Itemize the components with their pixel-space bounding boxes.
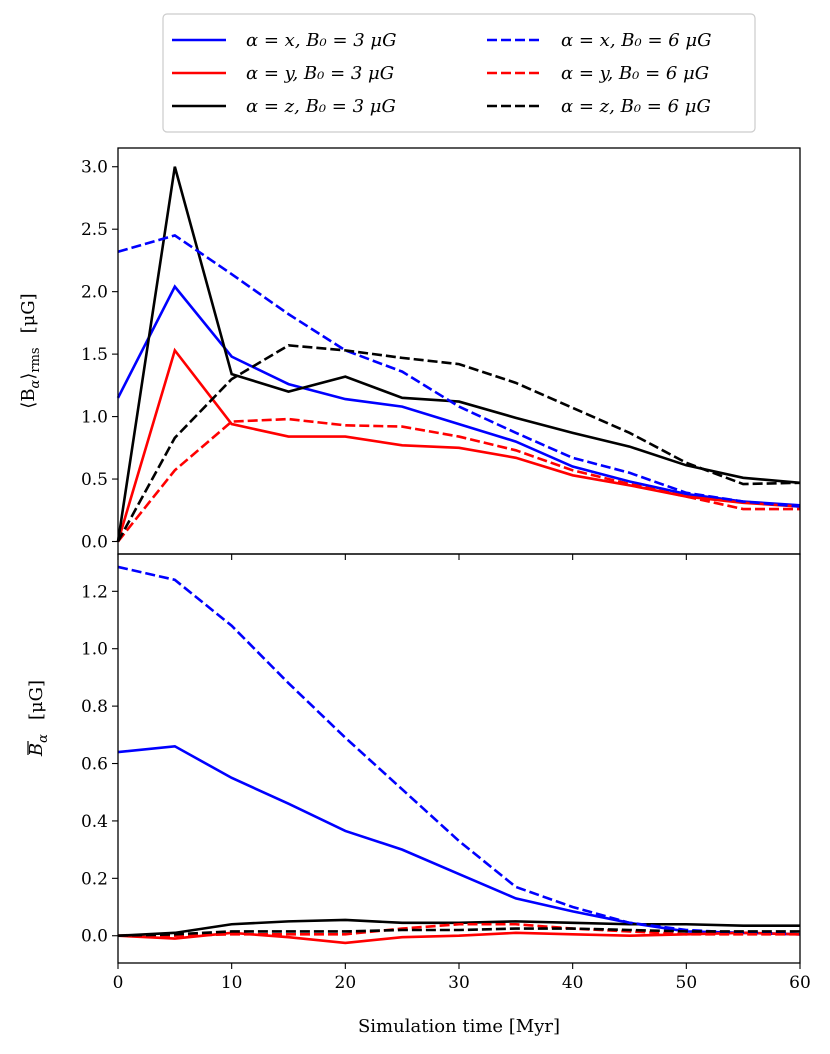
bottom-series-1-line <box>117 744 801 936</box>
legend: α = x, B₀ = 3 μG α = y, B₀ = 3 μG α = z, B… <box>162 13 756 133</box>
top-series-4-line <box>117 234 801 508</box>
bottom-x-ticks: 0 10 20 30 40 50 60 <box>113 963 811 993</box>
bottom-series-3-line <box>117 918 800 938</box>
top-panel: 0.0 0.5 1.0 1.5 2.0 2.5 3.0 ⟨Bα⟩rms[μG] <box>18 147 801 560</box>
top-y-tick-label: 2.0 <box>81 283 108 303</box>
legend-label-2: α = y, B₀ = 3 μG <box>246 63 394 84</box>
top-y-tick-label: 2.5 <box>81 220 108 240</box>
bottom-panel: 0.0 0.2 0.4 0.6 0.8 1.0 1.2 0 10 20 30 40 50 60 Bα[μ… <box>26 553 811 1037</box>
top-y-tick-label: 1.5 <box>81 345 108 365</box>
legend-label-6: α = z, B₀ = 6 μG <box>561 96 711 117</box>
x-tick-label: 10 <box>221 973 243 993</box>
x-axis-label: Simulation time [Myr] <box>358 1016 560 1037</box>
bottom-axes-frame <box>117 553 801 964</box>
top-series-1-line <box>116 284 801 507</box>
x-tick-label: 30 <box>448 973 470 993</box>
bottom-y-axis-label: Bα[μG] <box>26 680 51 757</box>
x-tick-label: 40 <box>562 973 584 993</box>
bottom-y-tick-label: 0.4 <box>81 812 108 832</box>
bottom-y-tick-label: 0.2 <box>81 869 108 889</box>
top-x-ticks <box>117 554 801 560</box>
bottom-series-4-line <box>117 565 801 936</box>
top-series-3-line <box>116 166 801 542</box>
x-tick-label: 50 <box>676 973 698 993</box>
legend-frame <box>162 13 756 133</box>
legend-label-4: α = x, B₀ = 6 μG <box>561 30 712 51</box>
x-tick-label: 20 <box>335 973 357 993</box>
legend-label-3: α = z, B₀ = 3 μG <box>246 96 396 117</box>
legend-label-5: α = y, B₀ = 6 μG <box>561 63 709 84</box>
bottom-y-tick-label: 1.0 <box>81 640 108 660</box>
bottom-y-tick-label: 0.6 <box>81 755 108 775</box>
top-y-ticks: 0.0 0.5 1.0 1.5 2.0 2.5 3.0 <box>81 158 118 553</box>
bottom-series-group <box>117 565 801 945</box>
top-y-tick-label: 3.0 <box>81 158 108 178</box>
x-tick-label: 60 <box>789 973 811 993</box>
top-series-5-line <box>116 417 800 543</box>
top-series-6-line <box>116 344 801 543</box>
bottom-y-tick-label: 1.2 <box>81 582 108 602</box>
bottom-y-tick-label: 0.8 <box>81 697 108 717</box>
top-y-tick-label: 0.5 <box>81 470 108 490</box>
top-y-tick-label: 1.0 <box>81 408 108 428</box>
legend-label-1: α = x, B₀ = 3 μG <box>246 30 397 51</box>
top-series-group <box>116 166 801 543</box>
top-y-tick-label: 0.0 <box>81 533 108 553</box>
x-tick-label: 0 <box>113 973 124 993</box>
bottom-y-tick-label: 0.0 <box>81 927 108 947</box>
top-y-axis-label: ⟨Bα⟩rms[μG] <box>18 293 43 408</box>
bottom-series-6-line <box>117 927 800 938</box>
bottom-y-ticks: 0.0 0.2 0.4 0.6 0.8 1.0 1.2 <box>81 582 118 947</box>
top-axes-frame <box>117 147 801 555</box>
top-series-2-line <box>116 347 801 542</box>
bottom-series-5-line <box>118 922 800 938</box>
